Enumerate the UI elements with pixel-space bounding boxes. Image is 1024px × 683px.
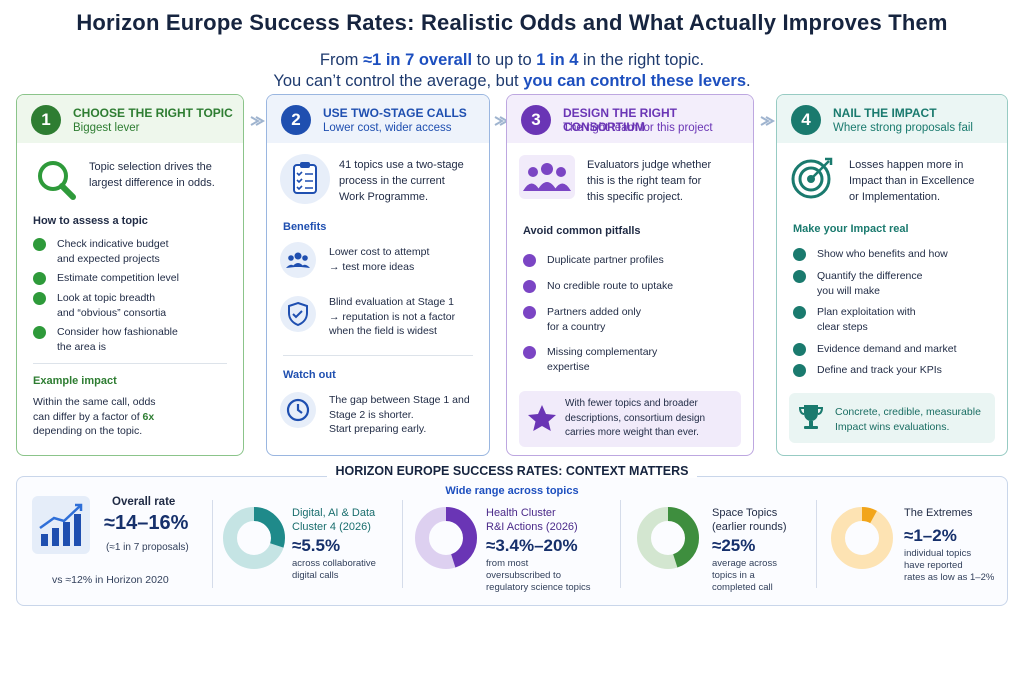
list-item: Estimate competition level — [33, 271, 179, 286]
stat-value: ≈1–2% — [904, 526, 957, 545]
section-heading: Benefits — [283, 221, 327, 233]
clipboard-checklist-icon — [280, 154, 330, 204]
target-icon — [791, 157, 833, 199]
card-two-stage: 2 USE TWO-STAGE CALLS Lower cost, wider … — [266, 94, 490, 456]
list-item: Duplicate partner profiles — [523, 253, 664, 268]
section-heading: How to assess a topic — [33, 215, 148, 227]
context-subtitle: Wide range across topics — [445, 485, 579, 497]
donut-health — [415, 507, 477, 569]
stat-desc: individual topics have reported rates as l… — [904, 548, 995, 583]
page-subtitle: From ≈1 in 7 overall to up to 1 in 4 in … — [273, 51, 751, 90]
card-consortium: 3 DESIGN THE RIGHT CONSORTIUM The right … — [506, 94, 754, 456]
x-mark-icon — [523, 280, 536, 293]
x-mark-icon — [523, 346, 536, 359]
section-heading: Example impact — [33, 375, 117, 387]
check-icon — [33, 292, 46, 305]
stat-name: Health Cluster R&I Actions (2026) — [486, 507, 578, 533]
list-item: Partners added only for a country — [523, 305, 641, 334]
stat-name: Space Topics (earlier rounds) — [712, 507, 787, 533]
check-icon — [793, 343, 806, 356]
stat-desc: across collaborative digital calls — [292, 558, 376, 581]
card-tagline: Where strong proposals fail — [833, 122, 973, 134]
step-number: 2 — [281, 105, 311, 135]
step-number: 3 — [521, 105, 551, 135]
list-item: No credible route to uptake — [523, 279, 673, 294]
list-item: Plan exploitation with clear steps — [793, 305, 916, 334]
stat-value: ≈5.5% — [292, 536, 341, 555]
overall-value: ≈14–16% — [104, 512, 189, 534]
check-icon — [793, 270, 806, 283]
donut-digital — [223, 507, 285, 569]
page-title: Horizon Europe Success Rates: Realistic … — [76, 10, 948, 35]
stat-name: Digital, AI & Data Cluster 4 (2026) — [292, 507, 376, 533]
note-text: With fewer topics and broader description… — [565, 398, 706, 438]
stat-name: The Extremes — [904, 507, 973, 519]
list-item: Look at topic breadth and “obvious” conso… — [33, 291, 166, 320]
note-box — [519, 391, 741, 447]
arrow-right-icon — [250, 116, 266, 126]
list-item: Show who benefits and how — [793, 247, 948, 262]
card-heading: DESIGN THE RIGHT CONSORTIUM — [563, 106, 678, 134]
example-text: Within the same call, odds can differ by… — [33, 396, 156, 437]
card-heading: USE TWO-STAGE CALLS — [323, 106, 467, 120]
x-mark-icon — [523, 254, 536, 267]
stat-value: ≈25% — [712, 536, 756, 555]
clock-icon — [280, 392, 316, 428]
trophy-icon — [798, 405, 824, 429]
people-group-icon — [280, 242, 316, 278]
list-item: Evidence demand and market — [793, 342, 957, 357]
card-impact: 4 NAIL THE IMPACT Where strong proposals… — [776, 94, 1008, 456]
x-mark-icon — [523, 306, 536, 319]
card-tagline: Lower cost, wider access — [323, 122, 452, 134]
donut-space — [637, 507, 699, 569]
card-heading: NAIL THE IMPACT — [833, 106, 937, 120]
card-intro: Topic selection drives the largest differ… — [89, 161, 215, 189]
note-text: Concrete, credible, measurable Impact win… — [835, 406, 981, 433]
note-box — [789, 393, 995, 443]
magnifier-icon — [38, 161, 76, 200]
overall-note: (≈1 in 7 proposals) — [106, 542, 189, 553]
list-item: Consider how fashionable the area is — [33, 325, 178, 354]
stat-desc: from most oversubscribed to regulatory sci… — [486, 558, 591, 593]
step-number: 4 — [791, 105, 821, 135]
list-item: Missing complementary expertise — [523, 345, 657, 374]
check-icon — [793, 306, 806, 319]
shield-check-icon — [280, 296, 316, 332]
watch-text: The gap between Stage 1 and Stage 2 is sh… — [329, 394, 470, 435]
check-icon — [793, 364, 806, 377]
overall-compare: vs ≈12% in Horizon 2020 — [52, 574, 169, 586]
check-icon — [793, 248, 806, 261]
team-icon — [519, 155, 575, 199]
stat-value: ≈3.4%–20% — [486, 536, 578, 555]
check-icon — [33, 272, 46, 285]
list-item: Define and track your KPIs — [793, 363, 942, 378]
overall-label: Overall rate — [112, 496, 176, 508]
star-icon — [528, 405, 556, 431]
list-item: Check indicative budget and expected proj… — [33, 237, 169, 266]
check-icon — [33, 238, 46, 251]
card-intro: 41 topics use a two-stage process in the … — [339, 159, 464, 203]
card-tagline: Biggest lever — [73, 122, 140, 134]
section-heading: Avoid common pitfalls — [523, 225, 641, 237]
card-intro: Losses happen more in Impact than in Exce… — [849, 159, 975, 203]
context-title: HORIZON EUROPE SUCCESS RATES: CONTEXT MA… — [0, 464, 1024, 478]
section-heading: Make your Impact real — [793, 223, 909, 235]
check-icon — [33, 326, 46, 339]
donut-extremes — [831, 507, 893, 569]
card-intro: Evaluators judge whether this is the righ… — [587, 159, 712, 203]
card-heading: CHOOSE THE RIGHT TOPIC — [73, 106, 233, 120]
section-heading: Watch out — [283, 369, 336, 381]
arrow-right-icon — [760, 116, 776, 126]
card-choose-topic: 1 CHOOSE THE RIGHT TOPIC Biggest lever T… — [16, 94, 244, 456]
stat-desc: average across topics in a completed call — [712, 558, 777, 593]
list-item: Quantify the difference you will make — [793, 269, 922, 298]
rising-bar-chart-icon — [32, 496, 90, 554]
step-number: 1 — [31, 105, 61, 135]
benefit-text: Blind evaluation at Stage 1 → reputation … — [329, 296, 456, 337]
card-tagline: The right team for this project — [563, 122, 713, 134]
benefit-text: Lower cost to attempt → test more ideas — [329, 246, 430, 273]
